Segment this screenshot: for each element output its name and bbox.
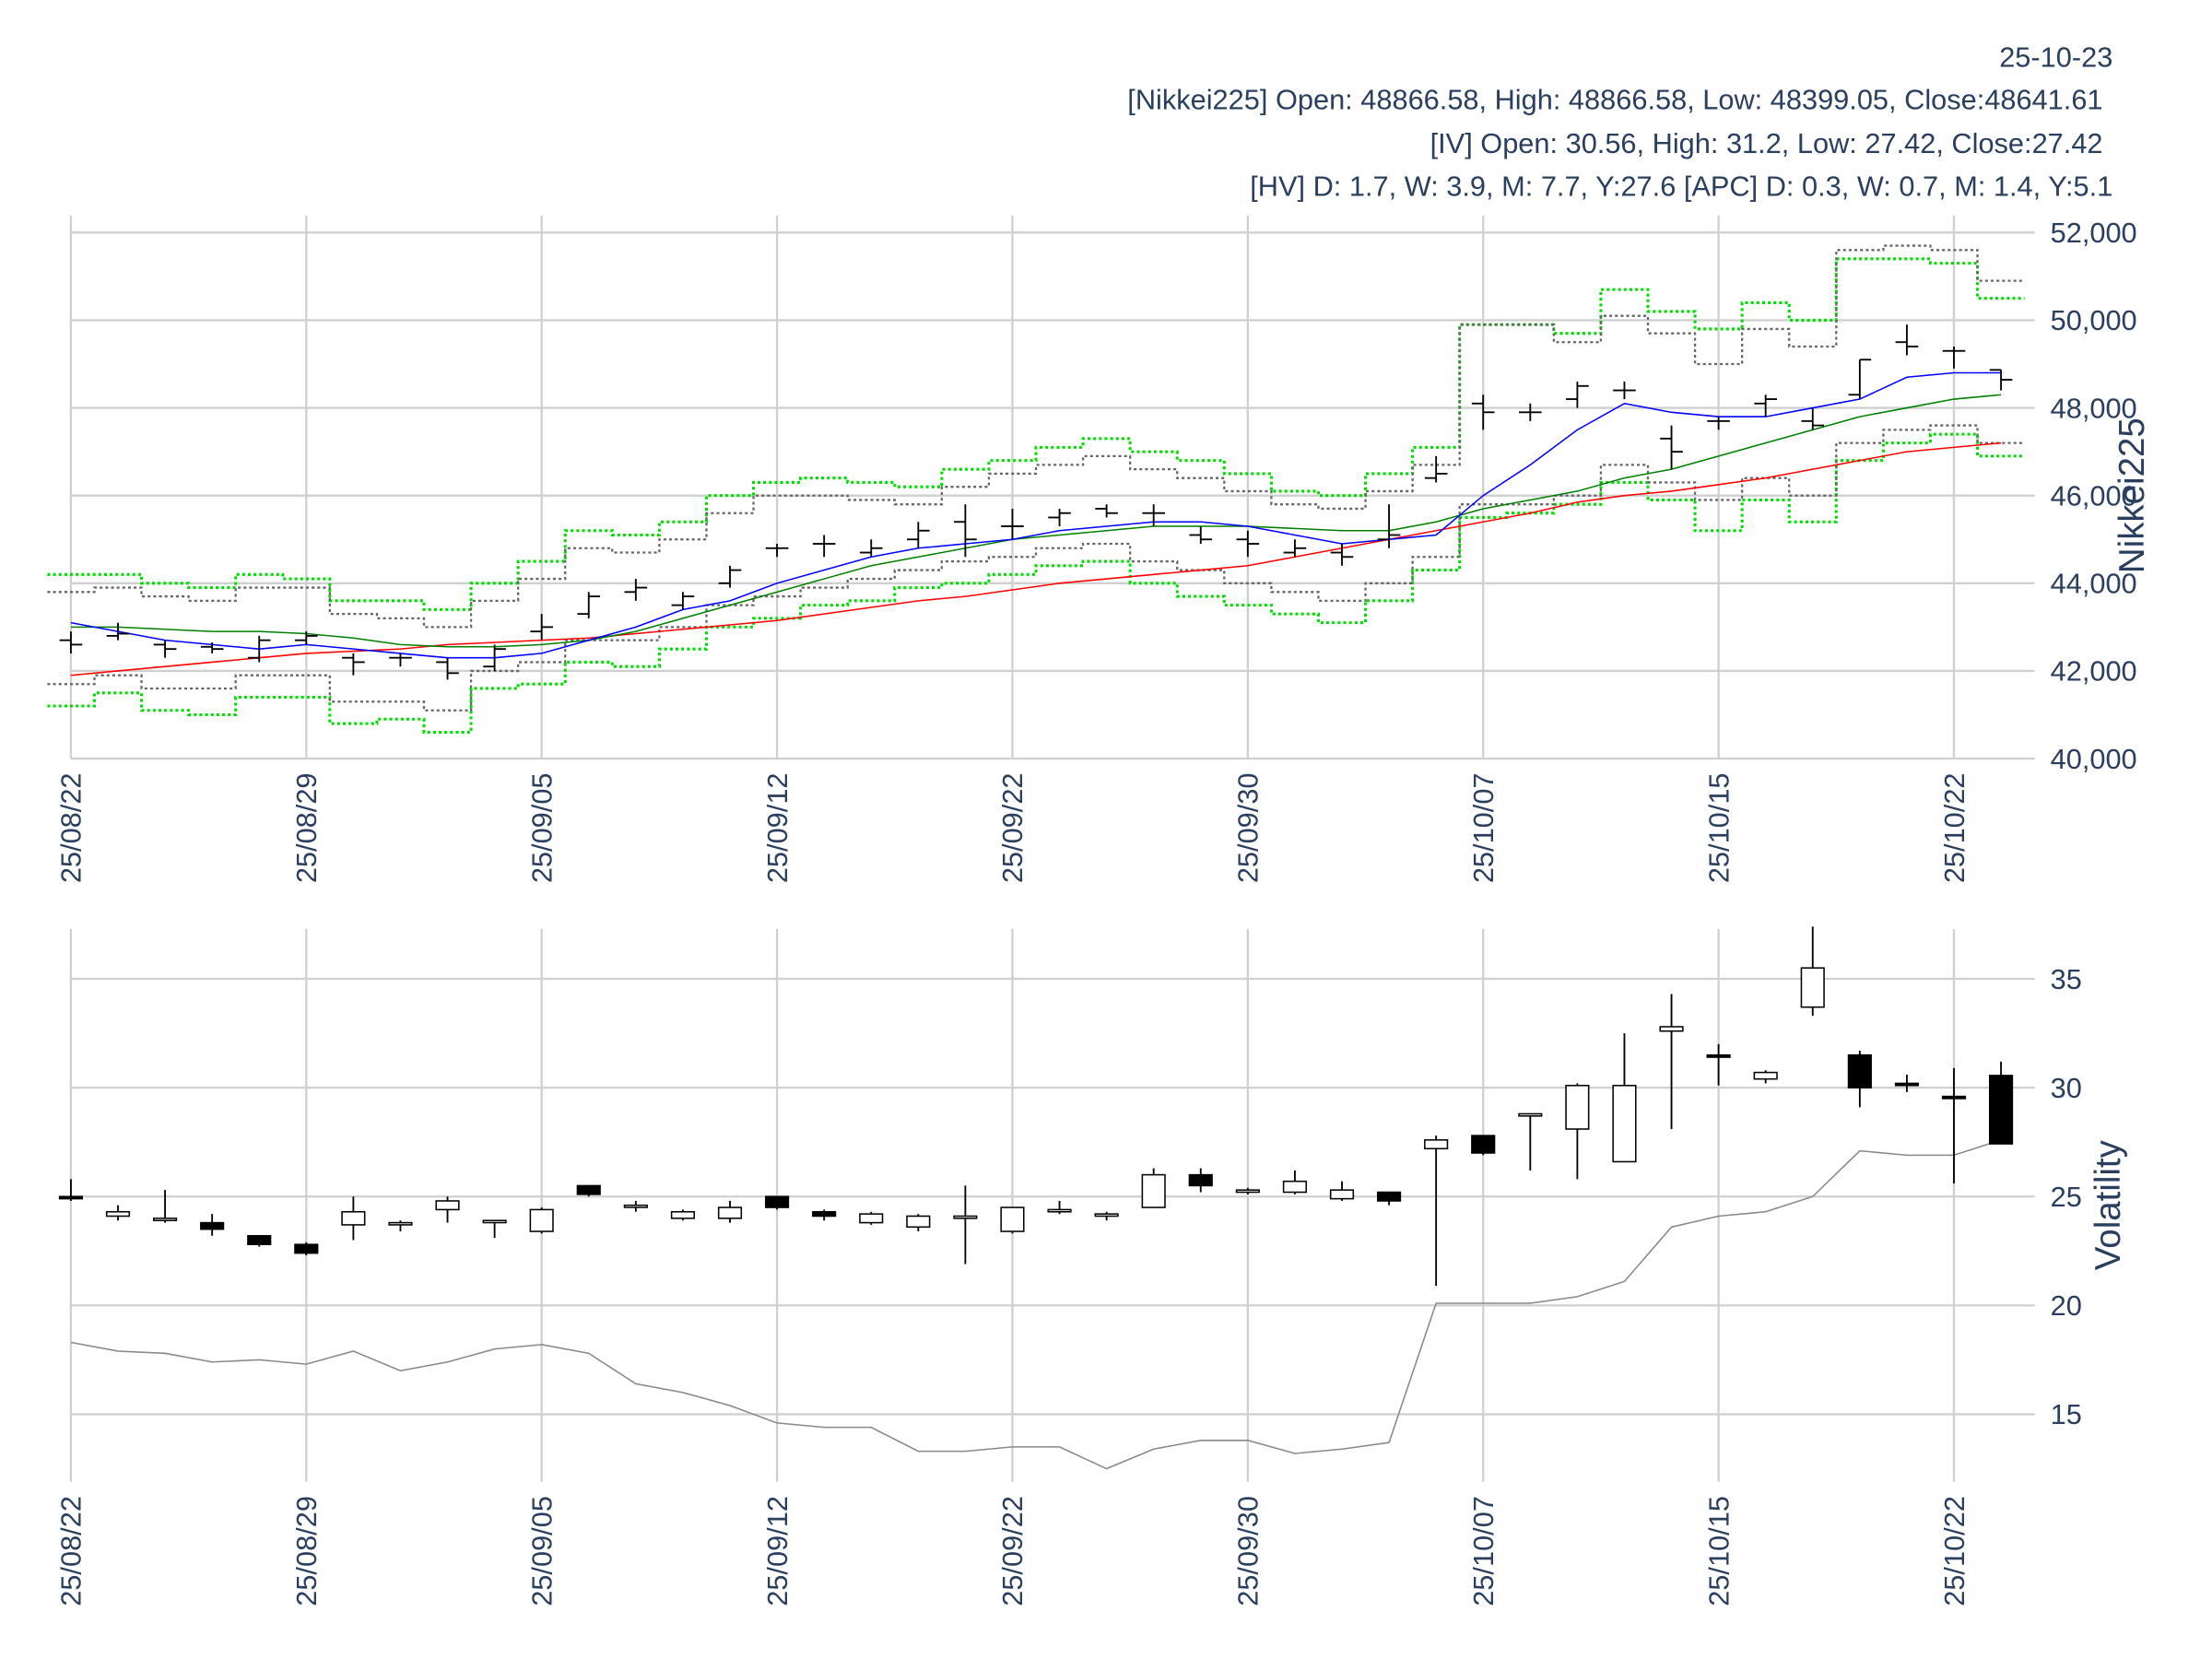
x-tick-label: 25/08/29	[290, 772, 323, 883]
candle-body	[1141, 1173, 1166, 1208]
candle-body	[482, 1219, 507, 1224]
x-tick-label: 25/09/12	[761, 1496, 794, 1606]
y-tick-label: 40,000	[2051, 743, 2137, 775]
line-series	[70, 441, 2002, 677]
header-hv: [HV] D: 1.7, W: 3.9, M: 7.7, Y:27.6 [APC…	[1250, 170, 2112, 202]
candle-body	[1847, 1053, 1872, 1088]
x-tick-label: 25/10/07	[1467, 772, 1500, 883]
x-tick-label: 25/08/29	[290, 1496, 323, 1606]
y-axis-title: Volatility	[2088, 1139, 2128, 1270]
candle-body	[294, 1243, 319, 1254]
candle-body	[1894, 1082, 1920, 1087]
candle-body	[859, 1213, 884, 1224]
header-iv: [IV] Open: 30.56, High: 31.2, Low: 27.42…	[1430, 127, 2103, 159]
candle-body	[1282, 1180, 1308, 1194]
x-tick-label: 25/09/05	[525, 772, 558, 883]
candle-body	[1800, 967, 1825, 1008]
candle-body	[1047, 1208, 1072, 1213]
y-tick-label: 35	[2051, 963, 2082, 995]
y-tick-label: 15	[2051, 1398, 2082, 1430]
y-tick-label: 52,000	[2051, 217, 2137, 249]
x-tick-label: 25/09/30	[1232, 1496, 1265, 1606]
x-tick-label: 25/10/22	[1938, 1496, 1971, 1606]
candle-body	[435, 1200, 460, 1211]
candle-body	[1941, 1095, 1967, 1100]
line-series	[70, 1139, 2002, 1470]
y-tick-label: 48,000	[2051, 392, 2137, 424]
candle-body	[717, 1206, 743, 1219]
candle-body	[529, 1208, 554, 1232]
candle-body	[1424, 1139, 1449, 1150]
candle-body	[765, 1195, 790, 1208]
y-tick-label: 30	[2051, 1072, 2082, 1104]
header-date: 25-10-23	[1999, 41, 2112, 73]
candle-body	[247, 1234, 272, 1245]
y-tick-label: 46,000	[2051, 479, 2137, 512]
x-tick-label: 25/10/15	[1702, 772, 1735, 883]
candle-body	[1376, 1191, 1402, 1202]
line-series	[70, 394, 2002, 648]
x-tick-label: 25/09/05	[525, 1496, 558, 1606]
candle-body	[1753, 1071, 1778, 1080]
candle-body	[906, 1215, 931, 1229]
candle-body	[1094, 1213, 1119, 1218]
candle-body	[153, 1218, 178, 1221]
candle-body	[576, 1184, 601, 1195]
candle-body	[623, 1204, 648, 1208]
x-tick-label: 25/08/22	[55, 1496, 88, 1606]
candle-body	[812, 1211, 837, 1218]
candle-body	[341, 1211, 366, 1226]
candle-body	[388, 1221, 413, 1226]
x-tick-label: 25/09/22	[996, 772, 1029, 883]
candle-body	[1565, 1085, 1590, 1130]
candle-body	[1518, 1112, 1543, 1117]
y-tick-label: 42,000	[2051, 655, 2137, 688]
line-series	[70, 371, 2002, 659]
grid	[69, 215, 2035, 760]
line-series	[47, 424, 2025, 712]
y-tick-label: 20	[2051, 1289, 2082, 1322]
x-tick-label: 25/09/30	[1232, 772, 1265, 883]
candle-body	[1235, 1189, 1260, 1194]
x-tick-label: 25/09/22	[996, 1496, 1029, 1606]
line-series	[47, 257, 2025, 611]
candle-body	[200, 1221, 225, 1230]
candle-body	[58, 1195, 84, 1200]
x-tick-label: 25/10/22	[1938, 772, 1971, 883]
candle-body	[1188, 1173, 1213, 1187]
y-tick-label: 50,000	[2051, 304, 2137, 336]
x-tick-label: 25/08/22	[55, 772, 88, 883]
header-nikkei: [Nikkei225] Open: 48866.58, High: 48866.…	[1127, 83, 2102, 115]
candle-body	[670, 1211, 696, 1219]
x-tick-label: 25/10/15	[1702, 1496, 1735, 1606]
candle-body	[1471, 1135, 1496, 1154]
candle-body	[1659, 1026, 1684, 1032]
candle-body	[1000, 1206, 1025, 1232]
x-tick-label: 25/09/12	[761, 772, 794, 883]
candle-body	[1988, 1075, 2014, 1145]
x-tick-label: 25/10/07	[1467, 1496, 1500, 1606]
y-tick-label: 44,000	[2051, 568, 2137, 600]
candle-body	[953, 1215, 978, 1219]
grid	[69, 928, 2035, 1482]
y-axis-title: Nikkei225	[2112, 418, 2152, 573]
line-series	[47, 432, 2025, 735]
candle-body	[105, 1211, 131, 1218]
candle-body	[1612, 1085, 1637, 1163]
y-tick-label: 25	[2051, 1181, 2082, 1213]
candle-body	[1706, 1053, 1731, 1058]
candle-body	[1329, 1189, 1355, 1200]
